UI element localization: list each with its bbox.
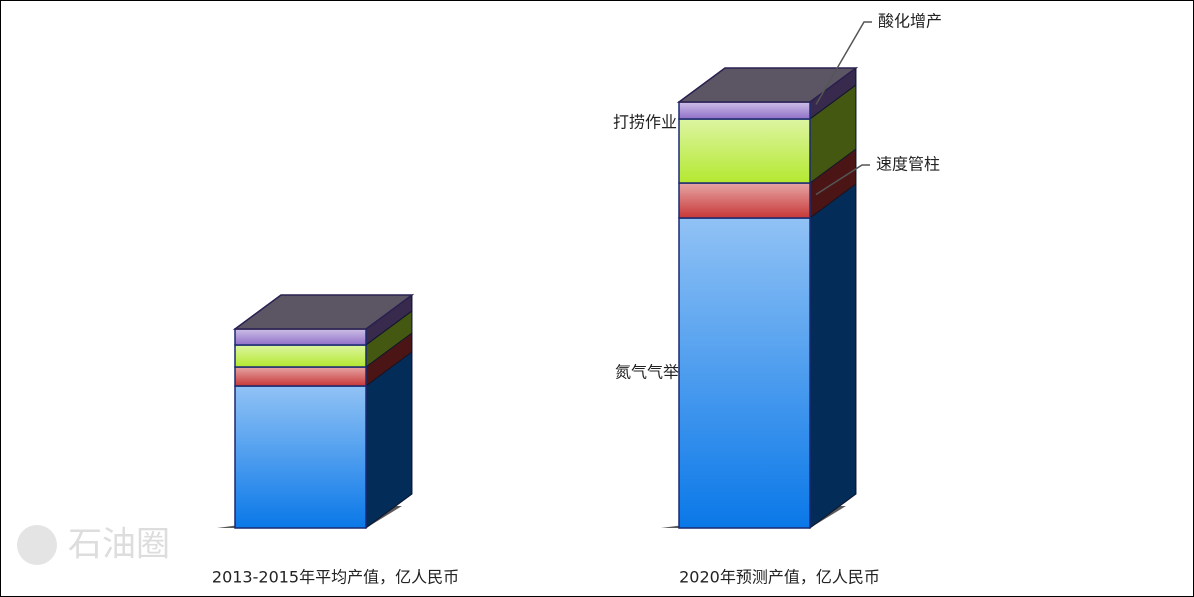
leader-line [815, 164, 870, 196]
bar [234, 366, 367, 387]
bar-side-shade [366, 352, 412, 528]
bar-side-shade [366, 295, 412, 345]
category-label: 2020年预测产值，亿人民币 [679, 568, 880, 587]
bar [234, 385, 367, 529]
series-label: 氮气气举 [615, 363, 679, 382]
bar-side-shade [366, 311, 412, 367]
bar-side-shade [810, 85, 856, 183]
bar [678, 101, 811, 120]
bar [234, 328, 367, 346]
leader-line [815, 21, 872, 105]
bar-side-shade [810, 184, 856, 528]
bar [678, 182, 811, 219]
watermark: 石油圈 [68, 525, 170, 565]
bar [234, 344, 367, 368]
series-label: 打捞作业 [613, 113, 677, 132]
bar-top [676, 67, 859, 103]
bar [678, 217, 811, 529]
series-label: 速度管柱 [876, 155, 940, 174]
category-label: 2013-2015年平均产值，亿人民币 [212, 568, 459, 587]
bar-side-shade [810, 68, 856, 119]
watermark-logo [17, 525, 57, 565]
bar-side-shade [366, 333, 412, 386]
series-label: 酸化增产 [878, 12, 942, 31]
bar-top [232, 294, 415, 330]
bar [678, 118, 811, 184]
